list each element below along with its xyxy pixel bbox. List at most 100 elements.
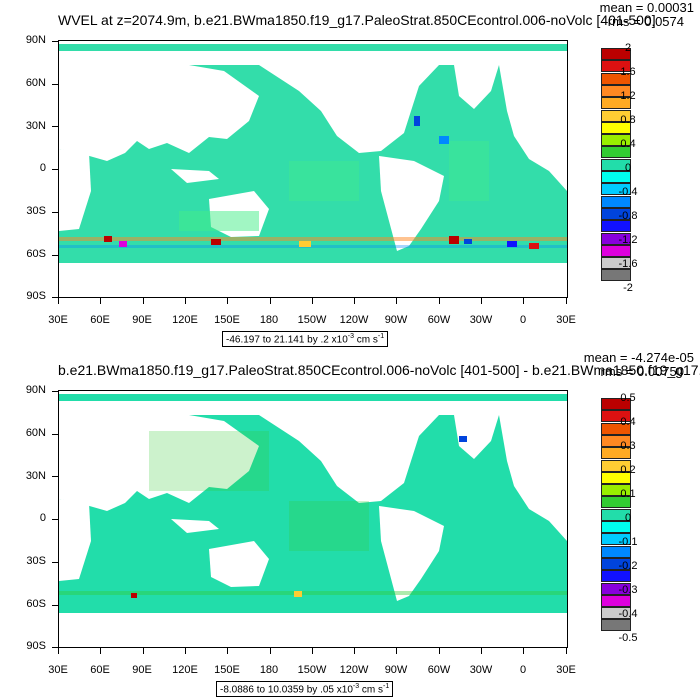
colorbar-tick-label: -1.2 [618, 234, 638, 246]
colorbar-swatch [601, 398, 631, 410]
bottom-lat-label-90n: 90N [25, 384, 46, 396]
lat-tick [52, 433, 58, 435]
top-rms-label: rms = 0.0574 [607, 14, 684, 29]
top-lon-label-90w: 90W [384, 314, 408, 326]
lon-tick [184, 298, 186, 304]
colorbar-swatch [601, 84, 631, 97]
colorbar-swatch [601, 109, 631, 122]
top-lat-label-90s: 90S [26, 290, 46, 302]
colorbar-swatch [601, 484, 631, 497]
colorbar-tick-label: -0.4 [618, 186, 638, 198]
top-lat-label-0: 0 [39, 162, 46, 174]
top-lon-label-60w: 60W [427, 314, 451, 326]
colorbar-swatch [601, 434, 631, 447]
colorbar-tick-label: 0.3 [620, 440, 636, 452]
colorbar-tick-label: -0.1 [618, 536, 638, 548]
lon-tick [438, 298, 440, 304]
colorbar-swatch [601, 496, 631, 509]
lat-tick [52, 604, 58, 606]
bottom-lon-label-30e: 30E [48, 664, 68, 676]
colorbar-swatch [601, 459, 631, 472]
lon-tick [396, 298, 398, 304]
top-map-plot [58, 40, 568, 298]
colorbar-swatch [601, 146, 631, 159]
colorbar-swatch [601, 471, 631, 484]
colorbar-swatch [601, 195, 631, 208]
colorbar-tick-label: 2 [624, 42, 632, 54]
lon-tick [142, 648, 144, 654]
colorbar-swatch [601, 48, 631, 60]
colorbar-tick-label: 0.4 [620, 138, 636, 150]
lon-tick [565, 648, 567, 654]
top-lon-label-30e-end: 30E [556, 314, 576, 326]
lon-tick [438, 648, 440, 654]
lon-tick [58, 648, 59, 654]
top-lon-label-60e: 60E [90, 314, 110, 326]
bottom-lon-label-60w: 60W [427, 664, 451, 676]
colorbar-tick-label: 0.8 [620, 114, 636, 126]
colorbar-swatch [601, 447, 631, 460]
bottom-lon-label-120w: 120W [339, 664, 369, 676]
bottom-lon-label-180: 180 [259, 664, 279, 676]
lat-tick [52, 561, 58, 563]
colorbar-swatch [601, 183, 631, 196]
lon-tick [227, 648, 229, 654]
colorbar-tick-label: -0.8 [618, 210, 638, 222]
colorbar-swatch [601, 60, 631, 73]
lon-tick [100, 648, 102, 654]
lat-tick [52, 41, 58, 42]
lon-tick [227, 298, 229, 304]
colorbar-swatch [601, 607, 631, 620]
lon-tick [396, 648, 398, 654]
lon-tick [523, 298, 525, 304]
lat-tick [52, 254, 58, 256]
colorbar-tick-label: 0.4 [620, 416, 636, 428]
bottom-map-panel: b.e21.BWma1850.f19_g17.PaleoStrat.850CEc… [0, 350, 700, 700]
colorbar-swatch [601, 594, 631, 607]
bottom-lat-label-60n: 60N [25, 427, 46, 439]
colorbar-swatch [601, 545, 631, 558]
bottom-rms-label: rms = 0.00750 [600, 364, 684, 379]
top-lon-label-180: 180 [259, 314, 279, 326]
lon-tick [269, 648, 271, 654]
colorbar-swatch [601, 533, 631, 546]
colorbar-swatch [601, 257, 631, 270]
bottom-lon-label-0: 0 [519, 664, 527, 676]
bottom-lon-label-90w: 90W [384, 664, 408, 676]
top-map-panel: WVEL at z=2074.9m, b.e21.BWma1850.f19_g1… [25, 0, 694, 348]
lon-tick [481, 298, 482, 304]
top-lat-label-90n: 90N [25, 34, 46, 46]
lon-tick [311, 648, 313, 654]
bottom-lon-label-30w: 30W [469, 664, 493, 676]
top-map-title: WVEL at z=2074.9m, b.e21.BWma1850.f19_g1… [58, 12, 656, 28]
colorbar-swatch [601, 72, 631, 85]
colorbar-swatch [601, 422, 631, 435]
top-lat-label-30s: 30S [26, 205, 46, 217]
top-mean-label: mean = 0.00031 [599, 0, 694, 15]
lat-tick [52, 169, 58, 171]
top-lon-label-30e: 30E [48, 314, 68, 326]
lon-tick [481, 648, 482, 654]
top-lon-label-90e: 90E [132, 314, 152, 326]
bottom-lat-label-60s: 60S [26, 598, 46, 610]
top-lon-label-30w: 30W [469, 314, 493, 326]
bottom-mean-label: mean = -4.274e-05 [583, 350, 694, 365]
colorbar-tick-label: 0.1 [620, 488, 636, 500]
colorbar-swatch [601, 158, 631, 171]
colorbar-swatch [601, 570, 631, 583]
colorbar-tick-label: -1.6 [618, 258, 638, 270]
colorbar-swatch [601, 220, 631, 233]
bottom-lat-label-30s: 30S [26, 555, 46, 567]
lon-tick [269, 298, 271, 304]
colorbar-tick-label: -0.5 [618, 632, 638, 644]
bottom-lat-label-30n: 30N [25, 470, 46, 482]
lon-tick [58, 298, 59, 304]
colorbar-swatch [601, 521, 631, 533]
lon-tick [311, 298, 313, 304]
colorbar-swatch [601, 269, 631, 282]
lon-tick [142, 298, 144, 304]
colorbar-swatch [601, 232, 631, 245]
colorbar-swatch [601, 171, 631, 183]
top-lon-label-150e: 150E [214, 314, 240, 326]
colorbar-tick-label: -0.3 [618, 584, 638, 596]
